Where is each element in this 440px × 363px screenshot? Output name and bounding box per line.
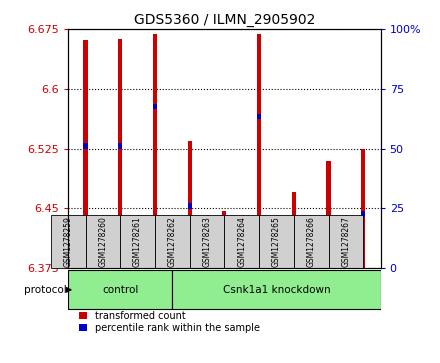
Bar [292,192,296,268]
FancyBboxPatch shape [224,216,259,268]
Bar [222,211,227,268]
FancyBboxPatch shape [294,216,329,268]
Text: GSM1278263: GSM1278263 [202,216,212,267]
Bar [326,160,330,268]
FancyBboxPatch shape [51,216,85,268]
Bar [326,229,330,235]
FancyBboxPatch shape [85,216,120,268]
Bar [361,211,365,217]
Bar [153,103,157,109]
Text: GSM1278266: GSM1278266 [307,216,315,267]
Bar [84,40,88,268]
Text: control: control [102,285,139,295]
Text: GSM1278267: GSM1278267 [341,216,350,267]
Text: Csnk1a1 knockdown: Csnk1a1 knockdown [223,285,330,295]
Text: GSM1278262: GSM1278262 [168,216,177,267]
Bar [84,143,88,149]
Bar [118,143,122,149]
Bar [222,262,227,268]
FancyBboxPatch shape [155,216,190,268]
Title: GDS5360 / ILMN_2905902: GDS5360 / ILMN_2905902 [134,13,315,26]
Text: GSM1278265: GSM1278265 [272,216,281,267]
Bar [118,38,122,268]
FancyBboxPatch shape [259,216,294,268]
Bar [187,203,192,209]
FancyBboxPatch shape [172,270,381,309]
Bar [187,140,192,268]
Bar [257,114,261,119]
FancyBboxPatch shape [68,270,172,309]
Text: GSM1278264: GSM1278264 [237,216,246,267]
Text: GSM1278261: GSM1278261 [133,216,142,267]
FancyBboxPatch shape [329,216,363,268]
FancyBboxPatch shape [120,216,155,268]
Bar [292,251,296,257]
Bar [361,148,365,268]
FancyBboxPatch shape [190,216,224,268]
Bar [257,34,261,268]
Bar [153,34,157,268]
Text: protocol: protocol [24,285,66,295]
Text: GSM1278260: GSM1278260 [99,216,107,267]
Legend: transformed count, percentile rank within the sample: transformed count, percentile rank withi… [79,311,260,333]
Text: GSM1278259: GSM1278259 [64,216,73,267]
